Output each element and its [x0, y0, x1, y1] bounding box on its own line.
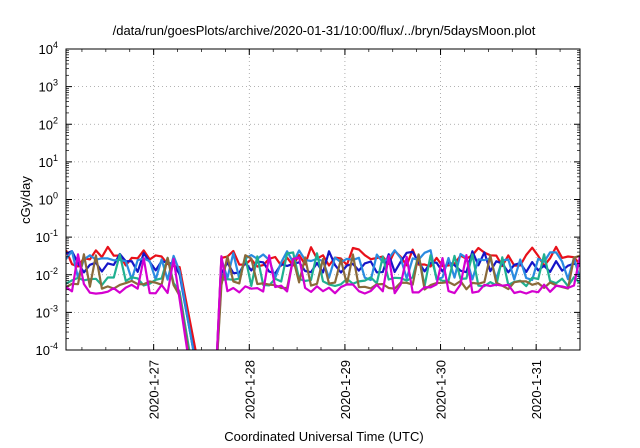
x-tick-label: 2020-1-28 — [242, 360, 257, 419]
y-tick-label: 10-4 — [36, 341, 58, 358]
x-axis: 2020-1-27 2020-1-28 2020-1-29 2020-1-30 2020… — [81, 49, 561, 419]
series-layer — [66, 245, 580, 350]
y-tick-label: 104 — [39, 40, 58, 57]
y-tick-label: 101 — [39, 153, 58, 170]
y-tick-label: 103 — [39, 78, 58, 95]
chart-title: /data/run/goesPlots/archive/2020-01-31/1… — [113, 23, 536, 38]
y-tick-label: 10-3 — [36, 303, 58, 320]
x-axis-label: Coordinated Universal Time (UTC) — [224, 429, 423, 444]
grid — [66, 49, 580, 350]
series-line — [66, 253, 580, 350]
y-tick-label: 10-1 — [36, 228, 58, 245]
x-tick-label: 2020-1-30 — [434, 360, 449, 419]
y-tick-label: 10-2 — [36, 266, 58, 283]
y-axis: 104 103 102 101 100 10-1 10-2 10-3 10-4 — [36, 40, 580, 358]
x-tick-label: 2020-1-31 — [529, 360, 544, 419]
series-line — [66, 245, 580, 350]
y-tick-label: 102 — [39, 115, 58, 132]
series-line — [66, 253, 580, 350]
y-tick-label: 100 — [39, 191, 58, 208]
x-tick-label: 2020-1-29 — [338, 360, 353, 419]
y-axis-label: cGy/day — [18, 176, 33, 224]
x-tick-label: 2020-1-27 — [147, 360, 162, 419]
series-line — [66, 250, 580, 350]
